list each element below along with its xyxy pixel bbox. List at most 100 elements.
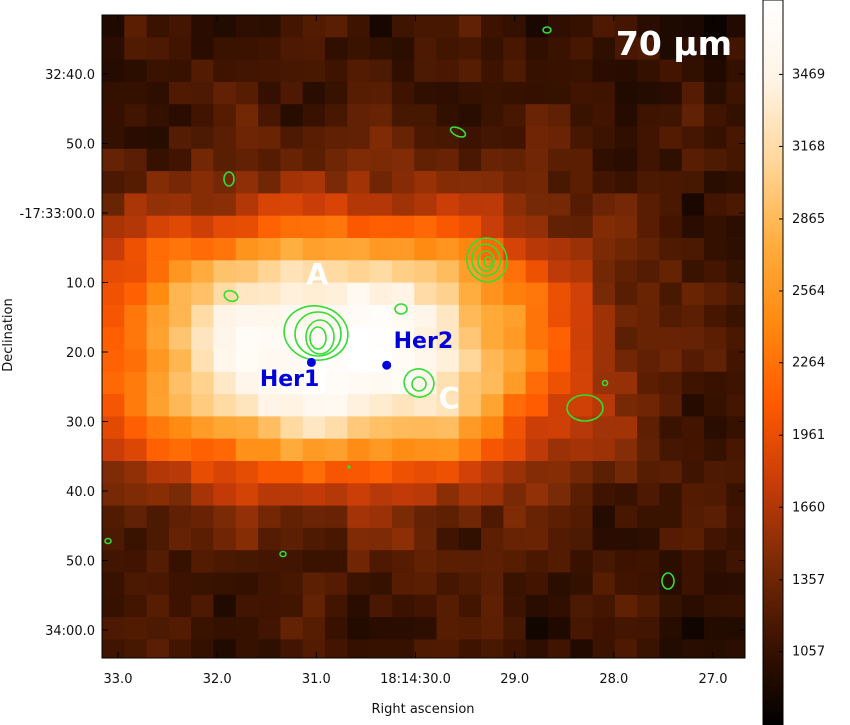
heatmap-pixel <box>548 148 571 172</box>
heatmap-pixel <box>414 126 438 150</box>
heatmap-pixel <box>681 148 705 172</box>
heatmap-pixel <box>414 594 438 618</box>
heatmap-pixel <box>436 371 460 395</box>
heatmap-pixel <box>481 327 504 351</box>
heatmap-pixel <box>436 527 460 551</box>
heatmap-pixel <box>213 371 237 395</box>
contour-line <box>566 394 604 422</box>
heatmap-pixel <box>146 104 170 128</box>
heatmap-pixel <box>191 81 215 105</box>
heatmap-pixel <box>168 260 192 284</box>
heatmap-pixel <box>391 394 415 417</box>
heatmap-pixel <box>525 371 549 395</box>
heatmap-pixel <box>548 193 571 217</box>
heatmap-pixel <box>659 483 683 507</box>
heatmap-pixel <box>525 81 549 105</box>
heatmap-pixel <box>614 59 638 83</box>
heatmap-pixel <box>659 171 683 194</box>
heatmap-pixel <box>592 238 616 261</box>
heatmap-pixel <box>347 505 371 529</box>
heatmap-pixel <box>414 617 438 640</box>
heatmap-pixel <box>414 260 438 284</box>
heatmap-pixel <box>235 193 259 217</box>
heatmap-pixel <box>213 126 237 150</box>
heatmap-pixel <box>436 104 460 128</box>
heatmap-pixel <box>592 483 616 507</box>
heatmap-pixel <box>280 171 304 194</box>
heatmap-pixel <box>525 282 549 306</box>
heatmap-pixel <box>525 527 549 551</box>
heatmap-pixel <box>525 438 549 462</box>
heatmap-pixel <box>146 215 170 239</box>
heatmap-pixel <box>168 594 192 618</box>
heatmap-pixel <box>503 527 527 551</box>
contour-line <box>601 379 609 387</box>
heatmap-pixel <box>481 617 504 640</box>
heatmap-pixel <box>436 438 460 462</box>
heatmap-pixel <box>414 327 438 351</box>
heatmap-pixel <box>280 617 304 640</box>
heatmap-pixel <box>325 37 348 61</box>
heatmap-pixel <box>168 215 192 239</box>
heatmap-pixel <box>414 505 438 529</box>
heatmap-pixel <box>391 639 415 658</box>
heatmap-pixel <box>347 171 371 194</box>
heatmap-pixel <box>302 282 326 306</box>
heatmap-pixel <box>102 349 125 373</box>
heatmap-pixel <box>391 349 415 373</box>
heatmap-pixel <box>481 461 504 484</box>
heatmap-pixel <box>302 126 326 150</box>
heatmap-pixel <box>280 438 304 462</box>
heatmap-pixel <box>614 371 638 395</box>
heatmap-pixel <box>525 238 549 261</box>
heatmap-pixel <box>369 416 393 440</box>
heatmap-pixel <box>481 527 504 551</box>
heatmap-pixel <box>592 59 616 83</box>
heatmap-pixel <box>592 617 616 640</box>
heatmap-pixel <box>124 282 148 306</box>
heatmap-pixel <box>436 572 460 596</box>
heatmap-pixel <box>704 37 727 61</box>
heatmap-pixel <box>548 461 571 484</box>
x-axis-ticks: 33.0 32.0 31.0 18:14:30.0 29.0 28.0 27.0 <box>104 15 727 687</box>
heatmap-pixel <box>124 327 148 351</box>
heatmap-pixel <box>191 215 215 239</box>
heatmap-pixel <box>347 594 371 618</box>
heatmap-pixel <box>525 304 549 328</box>
heatmap-pixel <box>280 505 304 529</box>
heatmap-pixel <box>235 215 259 239</box>
heatmap-pixel <box>704 282 727 306</box>
heatmap-pixel <box>637 37 661 61</box>
heatmap-pixel <box>458 148 482 172</box>
heatmap-pixel <box>592 148 616 172</box>
heatmap-pixel <box>168 37 192 61</box>
heatmap-pixel <box>280 550 304 574</box>
heatmap-pixel <box>481 639 504 658</box>
heatmap-pixel <box>168 483 192 507</box>
heatmap-pixel <box>235 327 259 351</box>
heatmap-pixel <box>102 594 125 618</box>
heatmap-pixel <box>436 461 460 484</box>
heatmap-pixel <box>146 416 170 440</box>
heatmap-pixel <box>659 282 683 306</box>
heatmap-pixel <box>704 15 727 38</box>
heatmap-pixel <box>704 238 727 261</box>
heatmap-pixel <box>325 617 348 640</box>
heatmap-pixel <box>436 215 460 239</box>
contour-line <box>411 376 427 392</box>
heatmap-pixel <box>369 15 393 38</box>
heatmap-pixel <box>124 126 148 150</box>
heatmap-pixel <box>325 104 348 128</box>
heatmap-pixel <box>548 104 571 128</box>
heatmap-pixel <box>592 171 616 194</box>
heatmap-pixel <box>614 550 638 574</box>
heatmap-pixel <box>726 416 745 440</box>
heatmap-pixel <box>280 15 304 38</box>
heatmap-pixel <box>347 282 371 306</box>
heatmap-pixel <box>213 483 237 507</box>
heatmap-pixel <box>548 617 571 640</box>
heatmap-pixel <box>391 572 415 596</box>
heatmap-pixel <box>325 260 348 284</box>
heatmap-pixel <box>570 148 594 172</box>
heatmap-pixel <box>659 594 683 618</box>
